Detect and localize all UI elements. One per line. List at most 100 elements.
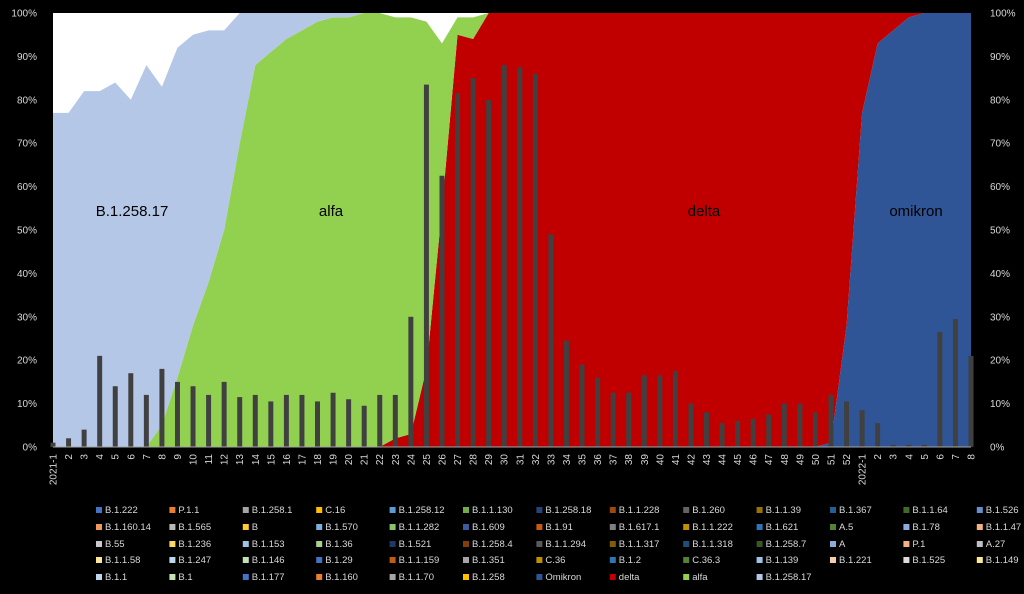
- x-tick: 3: [889, 454, 900, 460]
- bar-week-41: [688, 403, 694, 447]
- x-tick: 41: [671, 454, 682, 466]
- legend-item: A.27: [976, 539, 1005, 550]
- x-tick: 6: [935, 454, 946, 460]
- annotation-omikron: omikron: [889, 203, 942, 220]
- legend-label: C.36: [545, 555, 565, 566]
- x-tick: 51: [826, 454, 837, 466]
- legend-swatch: [242, 557, 249, 563]
- bar-week-47: [781, 403, 787, 447]
- legend-item: B.1.153: [242, 539, 285, 550]
- x-tick: 25: [422, 454, 433, 466]
- legend-swatch: [756, 574, 763, 580]
- legend-item: B.1.160: [316, 572, 358, 583]
- y-tick-left: 0%: [23, 443, 38, 454]
- bar-week-39: [657, 375, 663, 447]
- legend-item: B.1.1.58: [96, 555, 140, 566]
- legend-swatch: [756, 557, 763, 563]
- bar-week-50: [828, 394, 834, 447]
- legend-item: B: [242, 522, 258, 533]
- legend-swatch: [389, 557, 396, 563]
- legend-label: B.1.258.18: [545, 505, 591, 516]
- legend-label: B.1.247: [178, 555, 211, 566]
- legend-swatch: [242, 524, 249, 530]
- x-tick: 34: [562, 454, 573, 466]
- legend-swatch: [463, 541, 469, 547]
- bar-week-4: [112, 386, 118, 447]
- annotation-alfa: alfa: [319, 203, 344, 220]
- legend-label: B.1.1.47: [986, 522, 1021, 533]
- legend-item: B.1.221: [830, 555, 872, 566]
- x-tick: 18: [313, 454, 324, 466]
- area-series-alfa: [53, 13, 971, 447]
- x-tick: 15: [266, 454, 277, 466]
- legend-item: B.1.1.70: [389, 572, 434, 583]
- legend-item: P.1.1: [169, 505, 199, 516]
- legend-swatch: [536, 574, 543, 580]
- x-tick: 43: [702, 454, 713, 466]
- legend-label: B.1.1.58: [105, 555, 140, 566]
- bar-week-38: [641, 375, 647, 447]
- legend-swatch: [389, 574, 396, 580]
- x-tick: 2022-1: [858, 454, 869, 486]
- legend-swatch: [389, 507, 396, 513]
- legend-item: B.1.258.7: [756, 539, 806, 550]
- bar-week-5: [128, 373, 134, 447]
- x-tick: 36: [593, 454, 604, 466]
- bar-week-40: [672, 371, 678, 447]
- x-tick: 2021-1: [49, 454, 60, 486]
- x-tick: 21: [360, 454, 371, 466]
- x-tick: 38: [624, 454, 635, 466]
- x-tick: 48: [780, 454, 791, 466]
- legend-label: B.1.91: [545, 522, 572, 533]
- x-tick: 27: [453, 454, 464, 466]
- legend: B.1.222 P.1.1 B.1.258.1 C.16 B.1.258.12 B.1.1…: [96, 505, 1021, 583]
- legend-swatch: [96, 507, 102, 513]
- legend-swatch: [830, 541, 836, 547]
- x-tick: 24: [406, 454, 417, 466]
- bar-week-25: [439, 175, 445, 447]
- bar-week-13: [252, 394, 258, 447]
- y-tick-right: 90%: [990, 52, 1010, 63]
- x-axis: 2021-1 2 3 4 5 6 7 8 9 10 11 12 13 14 15 16 17 18 19 20 21 22…: [49, 454, 978, 486]
- x-tick: 40: [655, 454, 666, 466]
- bar-week-55: [906, 444, 912, 447]
- x-tick: 13: [235, 454, 246, 466]
- legend-swatch: [242, 541, 249, 547]
- legend-item: B.1.36: [316, 539, 353, 550]
- legend-label: B.1.153: [252, 539, 285, 550]
- bar-week-48: [797, 403, 803, 447]
- x-tick: 2: [64, 454, 75, 460]
- legend-swatch: [830, 557, 836, 563]
- y-tick-left: 100%: [11, 9, 37, 20]
- legend-item: B.1.29: [316, 555, 353, 566]
- legend-swatch: [683, 541, 690, 547]
- plot-area: [50, 13, 974, 448]
- y-tick-right: 10%: [990, 399, 1010, 410]
- legend-item: B.1.565: [169, 522, 211, 533]
- y-tick-left: 90%: [17, 52, 37, 63]
- legend-item: B.1.2: [609, 555, 641, 566]
- x-tick: 33: [546, 454, 557, 466]
- x-tick: 4: [95, 454, 106, 460]
- legend-item: B.1.139: [756, 555, 798, 566]
- x-tick: 9: [173, 454, 184, 460]
- bar-week-35: [595, 377, 601, 447]
- bar-week-34: [579, 364, 585, 447]
- y-tick-right: 40%: [990, 269, 1010, 280]
- legend-item: C.16: [316, 505, 345, 516]
- legend-label: Omikron: [545, 572, 581, 583]
- x-tick: 6: [126, 454, 137, 460]
- legend-item: B.1.526: [976, 505, 1019, 516]
- x-tick: 19: [329, 454, 340, 466]
- bar-week-29: [501, 65, 507, 447]
- x-tick: 46: [749, 454, 760, 466]
- y-tick-left: 20%: [17, 356, 37, 367]
- y-tick-right: 80%: [990, 95, 1010, 106]
- legend-swatch: [756, 524, 763, 530]
- legend-swatch: [536, 507, 543, 513]
- legend-label: P.1: [912, 539, 925, 550]
- legend-swatch: [316, 541, 323, 547]
- x-tick: 7: [142, 454, 153, 460]
- legend-swatch: [316, 574, 323, 580]
- x-tick: 20: [344, 454, 355, 466]
